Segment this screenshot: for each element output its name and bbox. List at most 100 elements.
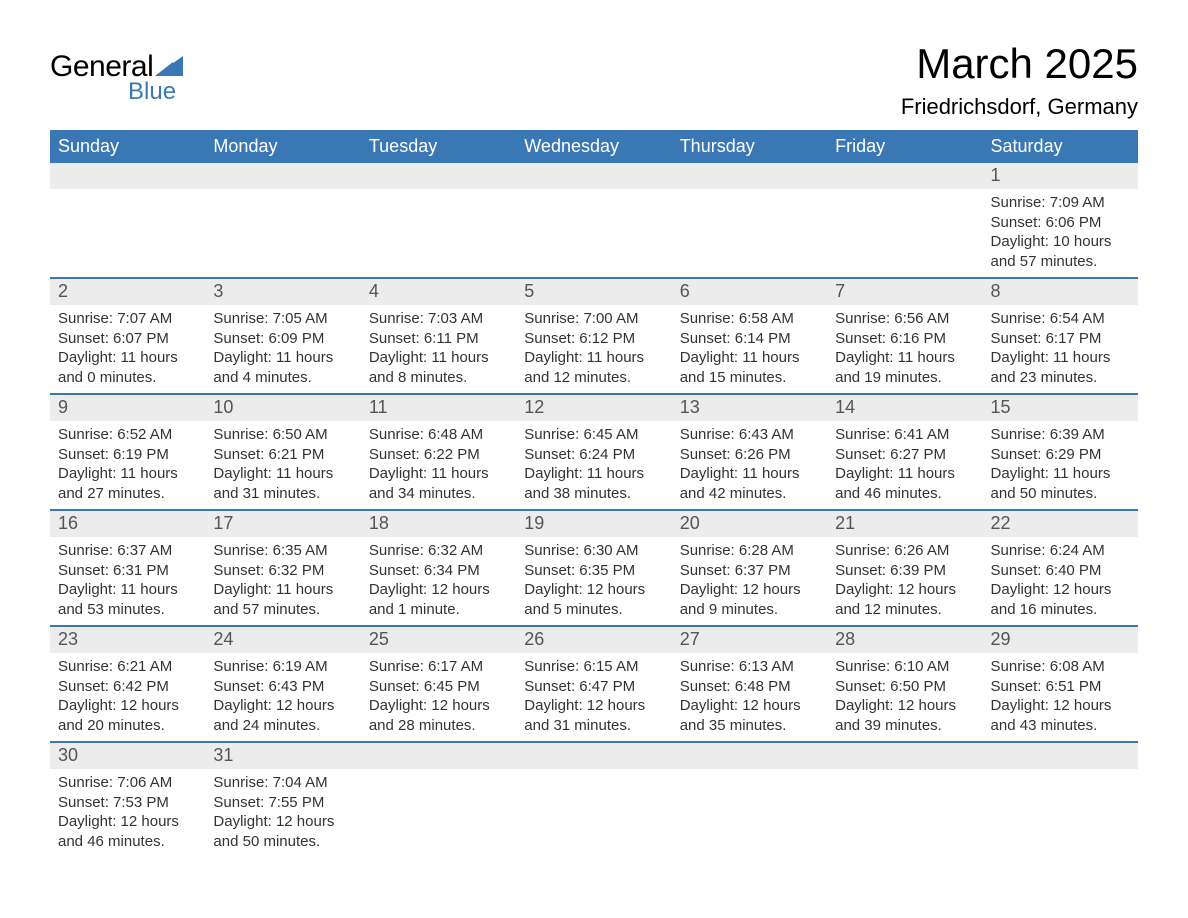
daylight-line-2: and 50 minutes. bbox=[991, 484, 1130, 504]
day-number: 4 bbox=[361, 279, 516, 305]
sunrise-line: Sunrise: 6:54 AM bbox=[991, 309, 1130, 329]
location-label: Friedrichsdorf, Germany bbox=[901, 94, 1138, 120]
day-number bbox=[50, 163, 205, 189]
sunrise-line: Sunrise: 6:30 AM bbox=[524, 541, 663, 561]
day-number: 24 bbox=[205, 627, 360, 653]
day-cell: Sunrise: 6:37 AMSunset: 6:31 PMDaylight:… bbox=[50, 537, 205, 625]
day-cell: Sunrise: 6:21 AMSunset: 6:42 PMDaylight:… bbox=[50, 653, 205, 741]
daylight-line-1: Daylight: 11 hours bbox=[58, 348, 197, 368]
sunrise-line: Sunrise: 6:08 AM bbox=[991, 657, 1130, 677]
daylight-line-1: Daylight: 12 hours bbox=[58, 696, 197, 716]
sunrise-line: Sunrise: 7:03 AM bbox=[369, 309, 508, 329]
sunset-line: Sunset: 6:07 PM bbox=[58, 329, 197, 349]
sunset-line: Sunset: 6:26 PM bbox=[680, 445, 819, 465]
day-cell bbox=[516, 189, 671, 269]
daylight-line-1: Daylight: 11 hours bbox=[680, 464, 819, 484]
daylight-line-1: Daylight: 11 hours bbox=[58, 464, 197, 484]
daylight-line-2: and 20 minutes. bbox=[58, 716, 197, 736]
day-cell: Sunrise: 7:06 AMSunset: 7:53 PMDaylight:… bbox=[50, 769, 205, 857]
day-cell bbox=[827, 769, 982, 849]
daylight-line-1: Daylight: 10 hours bbox=[991, 232, 1130, 252]
sunset-line: Sunset: 6:27 PM bbox=[835, 445, 974, 465]
day-number: 19 bbox=[516, 511, 671, 537]
day-number: 31 bbox=[205, 743, 360, 769]
day-number: 5 bbox=[516, 279, 671, 305]
day-number: 18 bbox=[361, 511, 516, 537]
day-number: 30 bbox=[50, 743, 205, 769]
day-cell: Sunrise: 6:26 AMSunset: 6:39 PMDaylight:… bbox=[827, 537, 982, 625]
day-cell: Sunrise: 6:39 AMSunset: 6:29 PMDaylight:… bbox=[983, 421, 1138, 509]
day-cell bbox=[672, 189, 827, 269]
sunrise-line: Sunrise: 7:04 AM bbox=[213, 773, 352, 793]
sunrise-line: Sunrise: 7:06 AM bbox=[58, 773, 197, 793]
day-number: 11 bbox=[361, 395, 516, 421]
day-cell bbox=[827, 189, 982, 269]
daylight-line-2: and 53 minutes. bbox=[58, 600, 197, 620]
sunset-line: Sunset: 6:14 PM bbox=[680, 329, 819, 349]
daylight-line-2: and 34 minutes. bbox=[369, 484, 508, 504]
day-cell: Sunrise: 6:41 AMSunset: 6:27 PMDaylight:… bbox=[827, 421, 982, 509]
sunset-line: Sunset: 6:29 PM bbox=[991, 445, 1130, 465]
day-number: 23 bbox=[50, 627, 205, 653]
day-cell bbox=[672, 769, 827, 849]
day-number bbox=[983, 743, 1138, 769]
week-daydata-row: Sunrise: 7:09 AMSunset: 6:06 PMDaylight:… bbox=[50, 189, 1138, 278]
daylight-line-1: Daylight: 12 hours bbox=[991, 696, 1130, 716]
daylight-line-2: and 15 minutes. bbox=[680, 368, 819, 388]
day-number bbox=[361, 163, 516, 189]
sunset-line: Sunset: 6:12 PM bbox=[524, 329, 663, 349]
day-cell: Sunrise: 6:32 AMSunset: 6:34 PMDaylight:… bbox=[361, 537, 516, 625]
day-cell: Sunrise: 6:13 AMSunset: 6:48 PMDaylight:… bbox=[672, 653, 827, 741]
day-cell: Sunrise: 7:03 AMSunset: 6:11 PMDaylight:… bbox=[361, 305, 516, 393]
dayname-row: Sunday Monday Tuesday Wednesday Thursday… bbox=[50, 130, 1138, 163]
day-number: 26 bbox=[516, 627, 671, 653]
day-number bbox=[827, 743, 982, 769]
week-daydata-row: Sunrise: 7:07 AMSunset: 6:07 PMDaylight:… bbox=[50, 305, 1138, 394]
daylight-line-1: Daylight: 12 hours bbox=[213, 812, 352, 832]
day-cell bbox=[50, 189, 205, 269]
sunrise-line: Sunrise: 6:21 AM bbox=[58, 657, 197, 677]
week-daynum-row: 9101112131415 bbox=[50, 394, 1138, 421]
daylight-line-1: Daylight: 12 hours bbox=[524, 580, 663, 600]
day-number: 13 bbox=[672, 395, 827, 421]
day-cell: Sunrise: 6:56 AMSunset: 6:16 PMDaylight:… bbox=[827, 305, 982, 393]
page-title: March 2025 bbox=[901, 40, 1138, 88]
sunset-line: Sunset: 6:06 PM bbox=[991, 213, 1130, 233]
dayname: Saturday bbox=[983, 130, 1138, 163]
day-cell: Sunrise: 6:30 AMSunset: 6:35 PMDaylight:… bbox=[516, 537, 671, 625]
day-cell: Sunrise: 6:52 AMSunset: 6:19 PMDaylight:… bbox=[50, 421, 205, 509]
daylight-line-2: and 8 minutes. bbox=[369, 368, 508, 388]
day-cell: Sunrise: 7:07 AMSunset: 6:07 PMDaylight:… bbox=[50, 305, 205, 393]
dayname: Tuesday bbox=[361, 130, 516, 163]
daylight-line-1: Daylight: 11 hours bbox=[58, 580, 197, 600]
sunset-line: Sunset: 6:11 PM bbox=[369, 329, 508, 349]
day-number: 3 bbox=[205, 279, 360, 305]
week-daynum-row: 16171819202122 bbox=[50, 510, 1138, 537]
week-daynum-row: 1 bbox=[50, 163, 1138, 189]
sunrise-line: Sunrise: 6:48 AM bbox=[369, 425, 508, 445]
daylight-line-2: and 38 minutes. bbox=[524, 484, 663, 504]
brand-logo: General Blue bbox=[50, 40, 183, 106]
day-number: 17 bbox=[205, 511, 360, 537]
day-number: 21 bbox=[827, 511, 982, 537]
sunrise-line: Sunrise: 6:45 AM bbox=[524, 425, 663, 445]
daylight-line-2: and 5 minutes. bbox=[524, 600, 663, 620]
sunset-line: Sunset: 6:51 PM bbox=[991, 677, 1130, 697]
sunset-line: Sunset: 6:39 PM bbox=[835, 561, 974, 581]
brand-word2: Blue bbox=[128, 78, 176, 106]
daylight-line-1: Daylight: 12 hours bbox=[991, 580, 1130, 600]
day-cell: Sunrise: 6:15 AMSunset: 6:47 PMDaylight:… bbox=[516, 653, 671, 741]
dayname: Friday bbox=[827, 130, 982, 163]
day-number bbox=[205, 163, 360, 189]
day-number: 29 bbox=[983, 627, 1138, 653]
day-cell: Sunrise: 6:24 AMSunset: 6:40 PMDaylight:… bbox=[983, 537, 1138, 625]
dayname: Sunday bbox=[50, 130, 205, 163]
day-number: 8 bbox=[983, 279, 1138, 305]
sunset-line: Sunset: 6:31 PM bbox=[58, 561, 197, 581]
day-cell bbox=[205, 189, 360, 269]
sunset-line: Sunset: 7:53 PM bbox=[58, 793, 197, 813]
daylight-line-1: Daylight: 11 hours bbox=[524, 464, 663, 484]
sunset-line: Sunset: 6:48 PM bbox=[680, 677, 819, 697]
daylight-line-1: Daylight: 11 hours bbox=[369, 464, 508, 484]
week-daynum-row: 3031 bbox=[50, 742, 1138, 769]
